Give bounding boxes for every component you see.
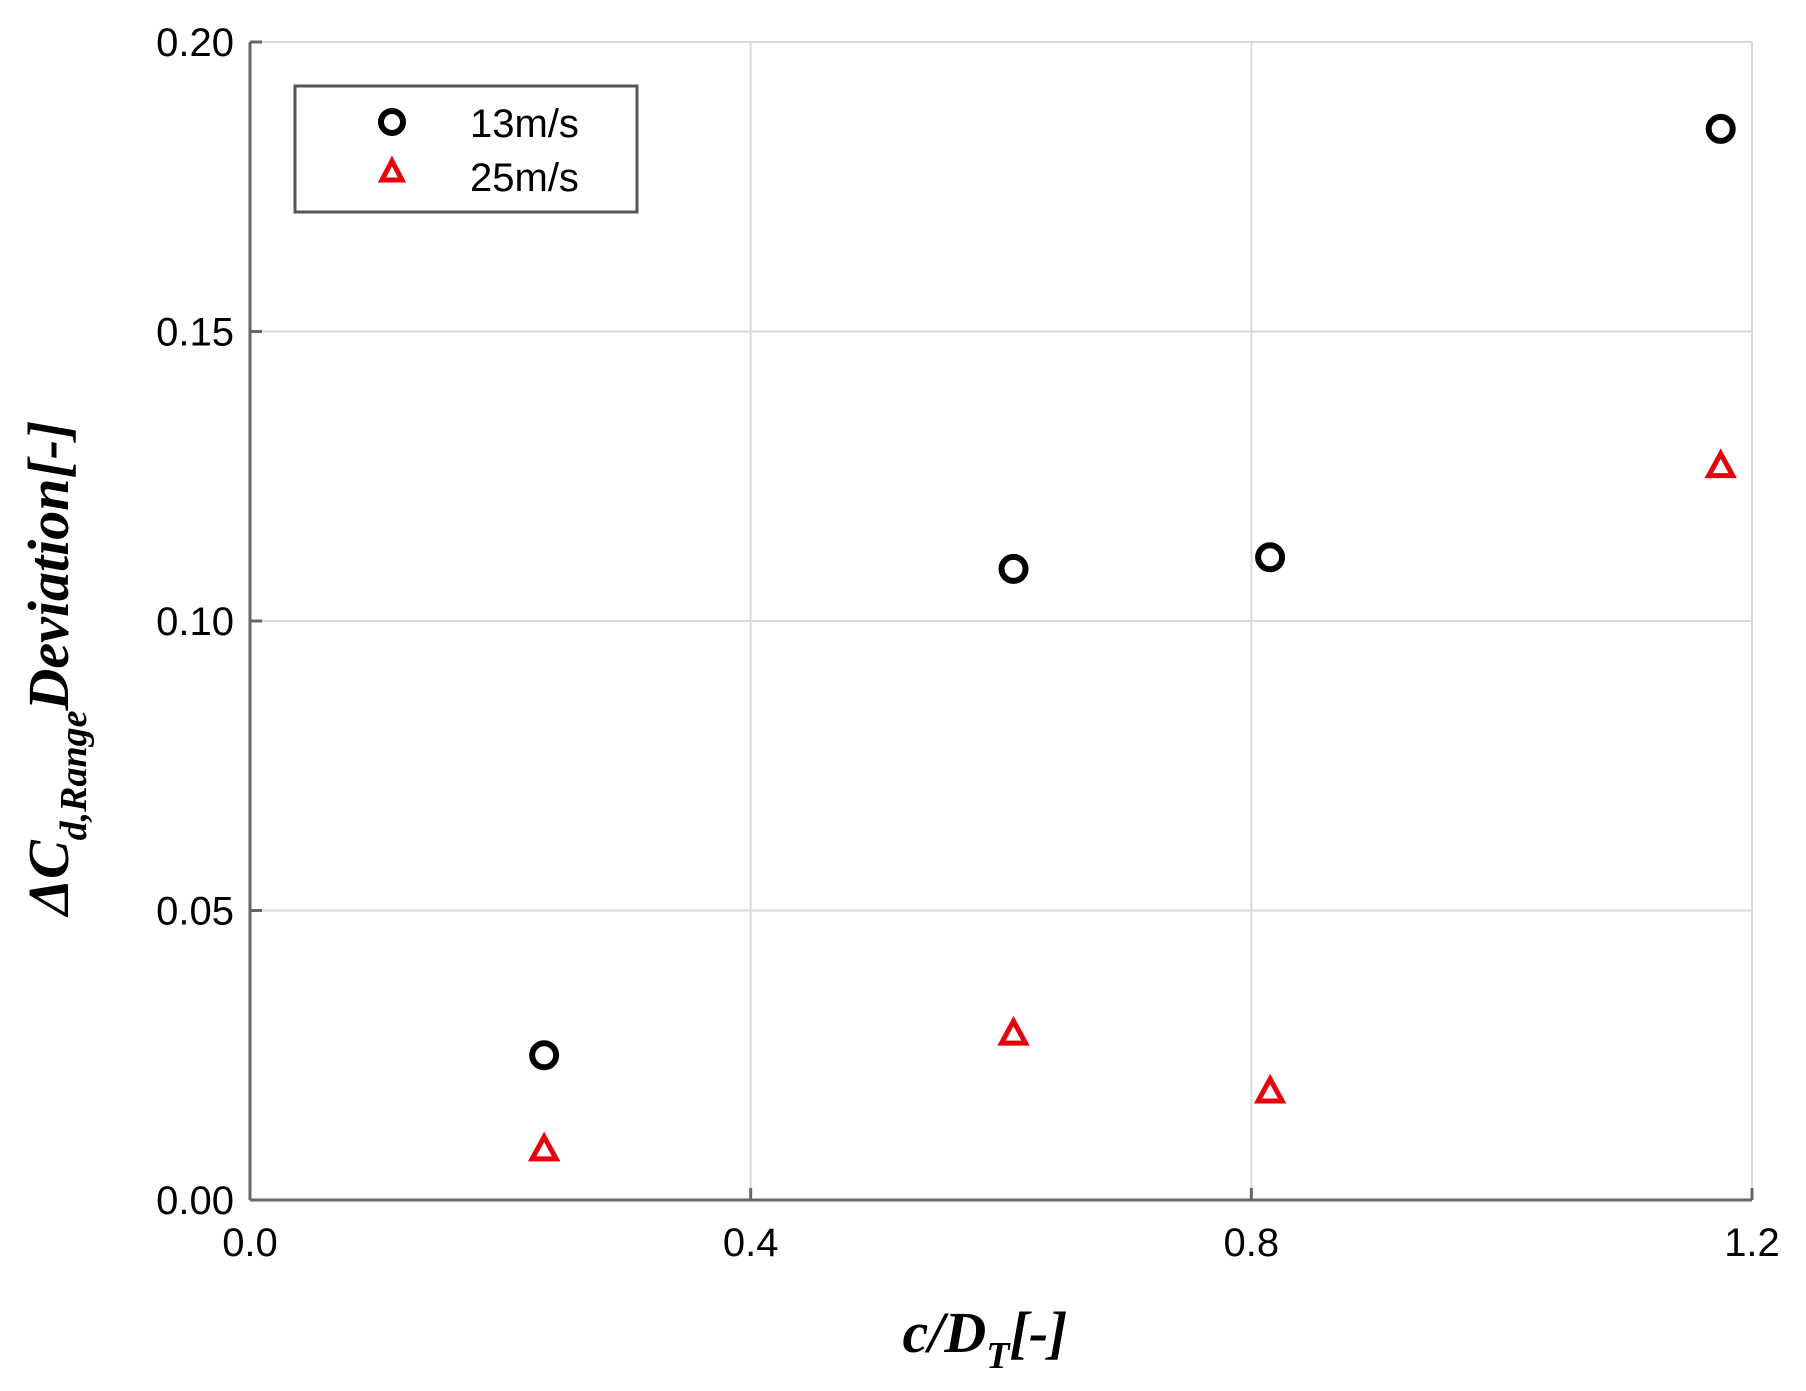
- legend-box: [293, 84, 639, 214]
- point-13ms: [1705, 113, 1736, 144]
- legend-label-25ms: 25m/s: [470, 156, 579, 200]
- legend: 13m/s 25m/s: [293, 84, 639, 214]
- y-tick-label: 0.20: [156, 21, 234, 65]
- tick-labels: 0.0 0.4 0.8 1.2 0.00 0.05 0.10 0.15 0.20: [156, 21, 1780, 1265]
- y-tick-label: 0.10: [156, 600, 234, 644]
- legend-marker-triangle: [377, 155, 407, 183]
- y-tick-label: 0.00: [156, 1179, 234, 1223]
- x-axis-label-main: c/D: [903, 1300, 987, 1365]
- x-tick-label: 0.8: [1224, 1221, 1280, 1265]
- x-axis-label-suffix: [-]: [1010, 1300, 1068, 1365]
- point-13ms: [529, 1040, 560, 1071]
- data-points: [527, 113, 1737, 1162]
- point-25ms: [997, 1015, 1030, 1046]
- y-axis-label: ΔCd,RangeDeviation[-]: [16, 421, 95, 918]
- grid: [250, 41, 1753, 1200]
- legend-label-13ms: 13m/s: [470, 102, 579, 146]
- y-tick-label: 0.15: [156, 311, 234, 355]
- x-tick-label: 1.2: [1724, 1221, 1780, 1265]
- point-13ms: [1255, 542, 1286, 573]
- point-25ms: [1704, 448, 1737, 479]
- x-tick-label: 0.0: [222, 1221, 278, 1265]
- axes: [248, 40, 1754, 1202]
- point-13ms: [998, 553, 1029, 584]
- legend-marker-circle: [378, 108, 406, 136]
- y-axis-label-prefix: ΔC: [16, 839, 81, 917]
- y-axis-label-sub: d,Range: [53, 710, 95, 840]
- x-axis-label-sub: T: [986, 1335, 1011, 1377]
- x-tick-label: 0.4: [723, 1221, 779, 1265]
- y-axis-label-suffix: Deviation[-]: [16, 421, 81, 712]
- x-axis-label: c/DT[-]: [903, 1300, 1068, 1377]
- y-tick-label: 0.05: [156, 890, 234, 934]
- point-25ms: [527, 1131, 561, 1162]
- point-25ms: [1253, 1073, 1287, 1104]
